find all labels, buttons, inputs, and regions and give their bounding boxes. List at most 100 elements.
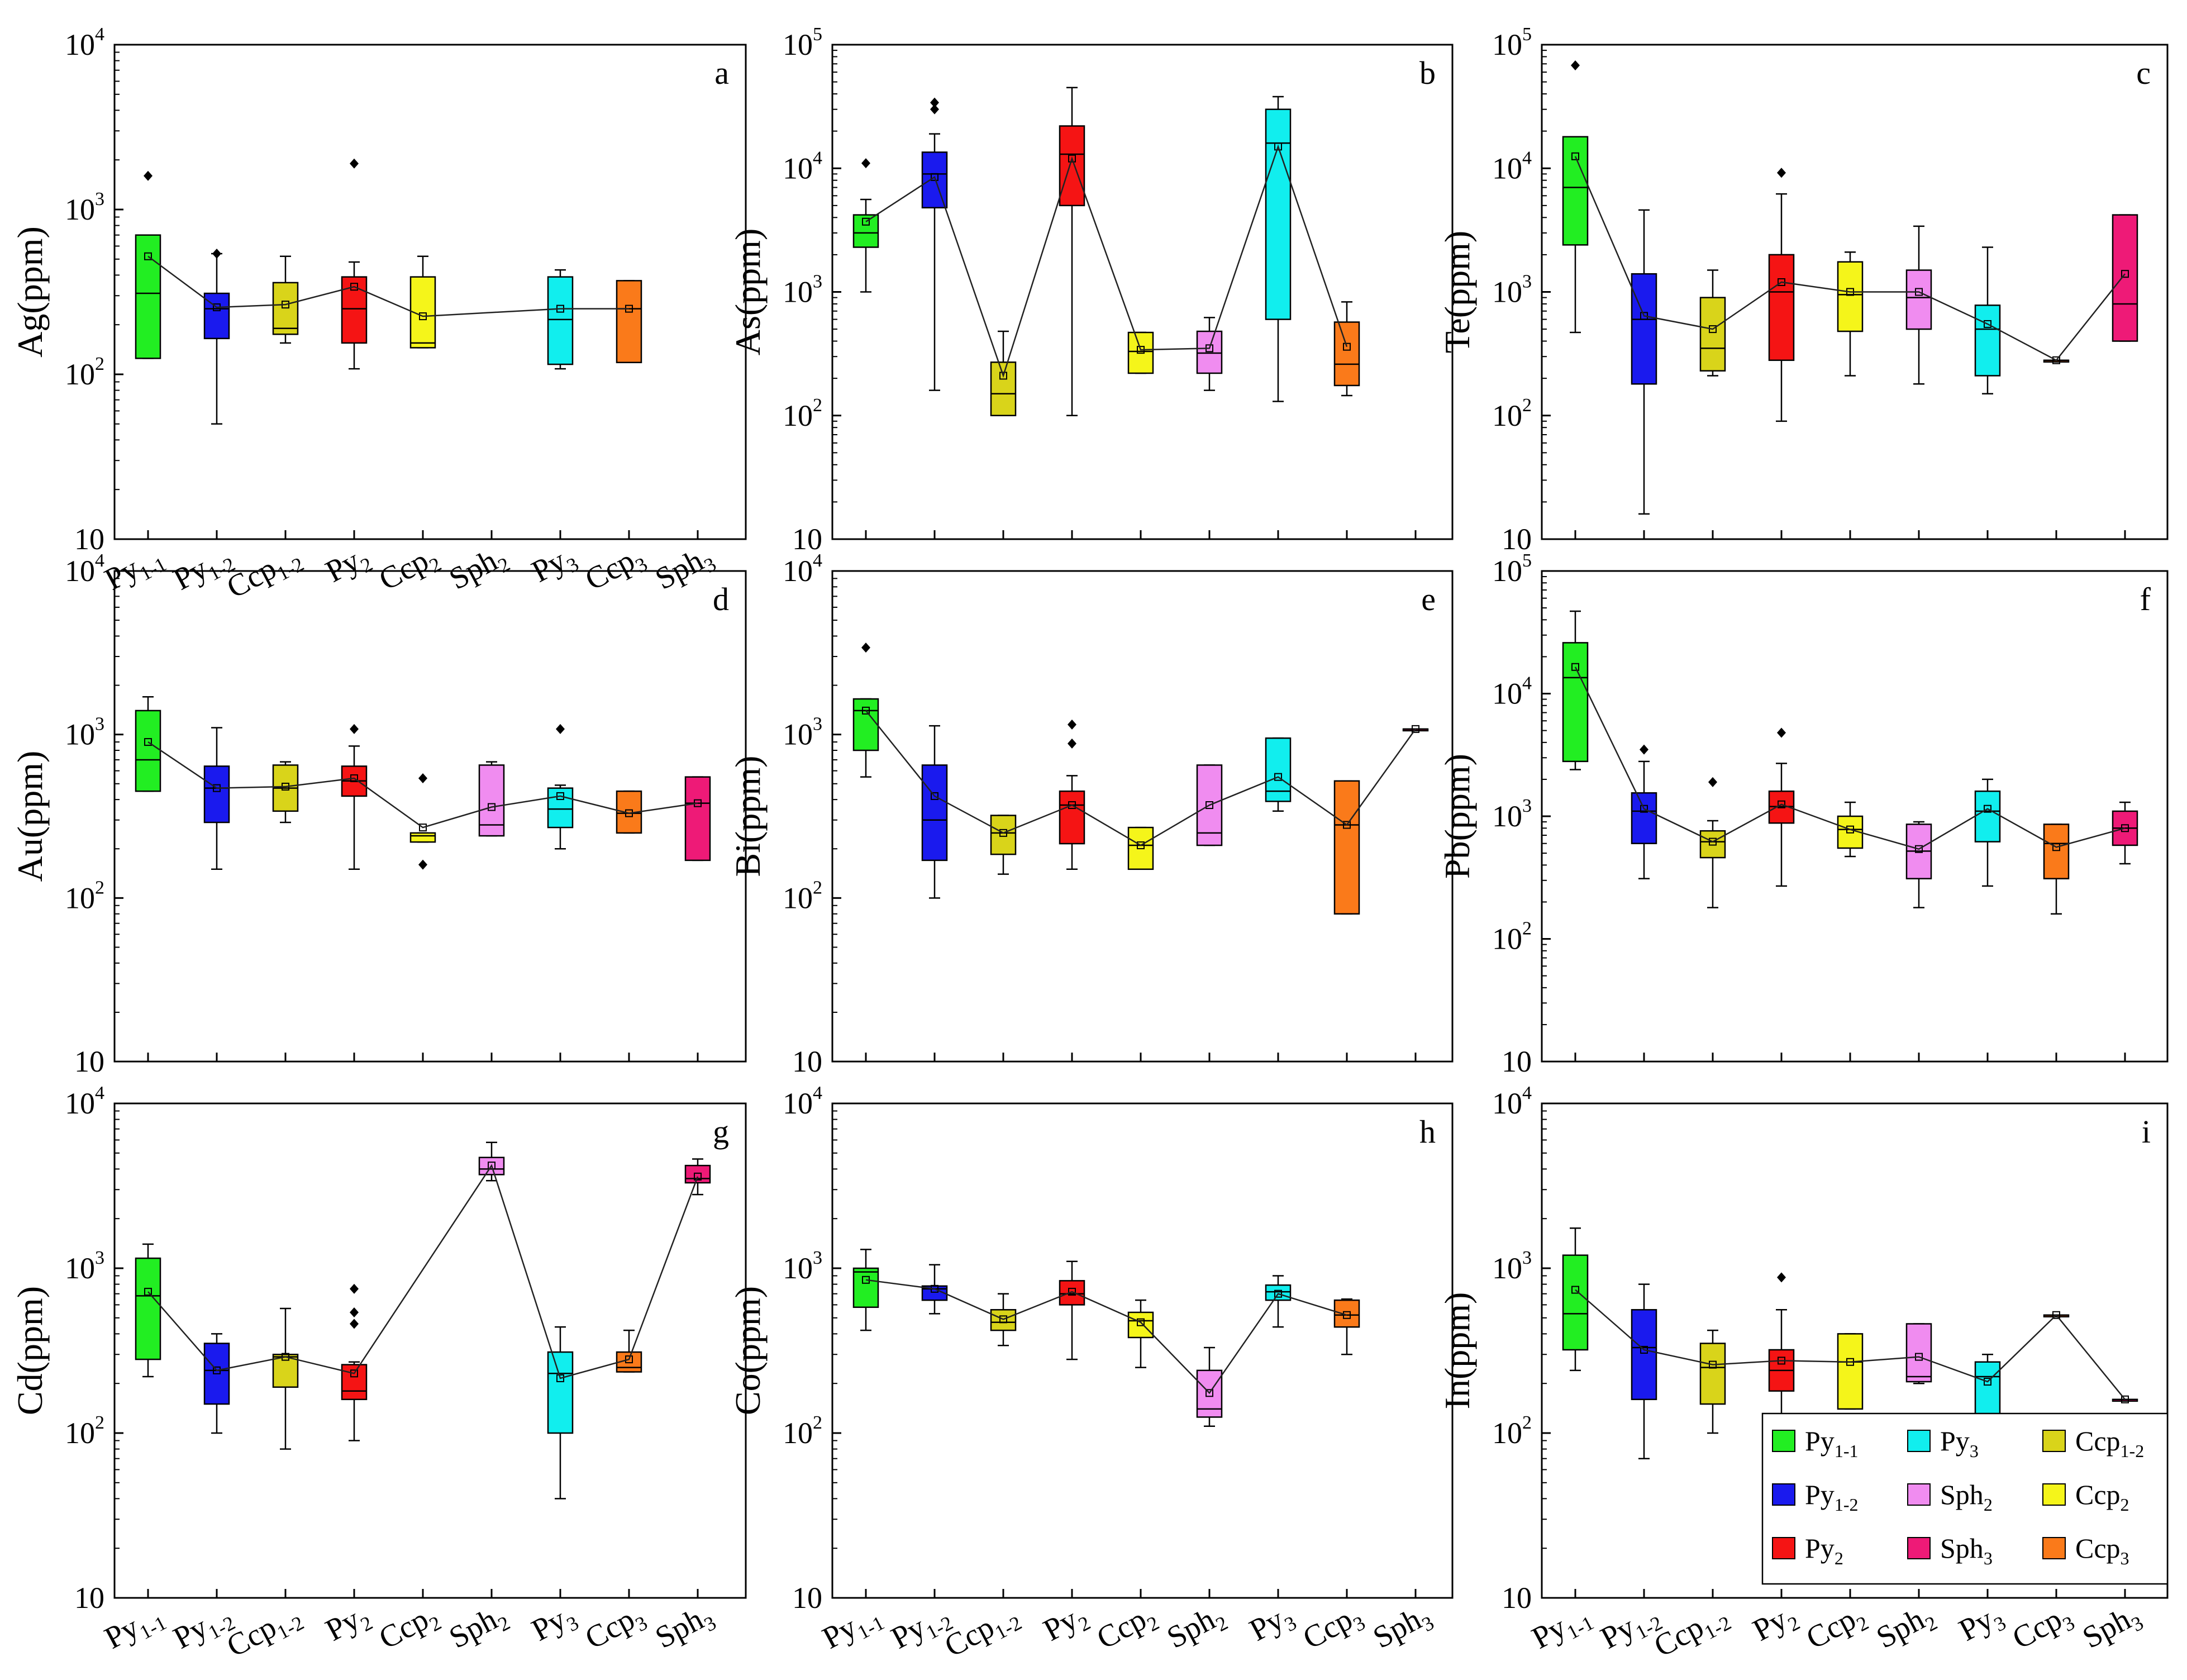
box-py3 xyxy=(1974,778,2001,887)
legend-entry-py11: Py1-1 xyxy=(1772,1425,1858,1461)
x-tick-label: Py2 xyxy=(320,539,377,593)
panel-letter: h xyxy=(1419,1113,1436,1150)
box-iqr xyxy=(341,276,368,344)
box-iqr xyxy=(852,698,879,751)
mean-marker xyxy=(1984,320,1991,328)
mean-trend-line xyxy=(147,741,698,829)
box-py12 xyxy=(921,725,948,899)
mean-marker xyxy=(862,217,870,226)
x-tick-label: Ccp2 xyxy=(1091,1597,1162,1660)
box-py12 xyxy=(1631,744,1657,879)
panel-b: 105 104 103 102 10 As(ppm) b xyxy=(728,24,1454,556)
legend-label: Py1-2 xyxy=(1805,1479,1858,1515)
mean-marker xyxy=(1571,152,1579,160)
y-tick-label: 103 xyxy=(783,272,822,309)
x-tick-label: Sph3 xyxy=(1368,1597,1437,1659)
mean-marker xyxy=(1640,1345,1648,1354)
outlier-point xyxy=(861,158,870,169)
mean-marker xyxy=(2121,824,2129,832)
legend-label: Ccp3 xyxy=(2075,1533,2129,1568)
box-ccp12 xyxy=(272,255,299,344)
box-iqr xyxy=(1905,1323,1932,1383)
y-tick-label: 102 xyxy=(1492,1412,1532,1450)
x-tick-label: Py1-1 xyxy=(817,1597,888,1659)
mean-marker xyxy=(625,1355,633,1364)
legend-swatch xyxy=(1772,1483,1795,1506)
plot-frame xyxy=(831,44,1454,540)
box-iqr xyxy=(203,765,230,824)
box-ccp12 xyxy=(1699,1329,1726,1434)
mean-trend-line xyxy=(865,1279,1347,1395)
box-py2 xyxy=(1059,87,1085,416)
mean-marker xyxy=(144,1288,152,1296)
box-py2 xyxy=(341,1283,368,1441)
box-sph2 xyxy=(1196,1346,1223,1427)
y-tick-label: 105 xyxy=(1492,550,1532,588)
mean-marker xyxy=(1984,805,1991,813)
y-axis-label: Pb(ppm) xyxy=(1437,754,1477,879)
y-tick-label: 105 xyxy=(783,24,822,61)
mean-trend-line xyxy=(147,255,629,317)
box-iqr xyxy=(1768,254,1795,361)
mean-marker xyxy=(1915,845,1923,853)
plot-frame xyxy=(113,570,747,1063)
panel-letter: f xyxy=(2140,581,2151,617)
y-tick-label: 103 xyxy=(65,1248,104,1285)
box-sph2 xyxy=(1905,225,1932,385)
x-tick-label: Py3 xyxy=(526,539,583,593)
outlier-point xyxy=(212,248,221,259)
x-tick-label: Ccp1-2 xyxy=(939,1597,1025,1668)
mean-marker xyxy=(350,1369,358,1378)
x-tick-label: Py1-1 xyxy=(99,1597,170,1659)
box-iqr xyxy=(135,234,161,359)
legend-swatch xyxy=(1772,1537,1795,1559)
box-iqr xyxy=(1699,297,1726,372)
box-py12 xyxy=(1631,1283,1657,1459)
box-ccp3 xyxy=(616,1329,642,1373)
outlier-point xyxy=(1708,777,1717,787)
box-iqr xyxy=(1974,304,2001,377)
legend-entry-py12: Py1-2 xyxy=(1772,1479,1858,1515)
box-iqr xyxy=(409,832,436,843)
box-iqr xyxy=(2043,824,2070,879)
box-iqr xyxy=(1059,125,1085,207)
plot-frame xyxy=(113,44,747,540)
x-tick-label: Ccp3 xyxy=(1297,1597,1369,1660)
box-sph2 xyxy=(1196,317,1223,391)
box-iqr xyxy=(1127,1311,1154,1339)
mean-marker xyxy=(1137,841,1145,850)
y-tick-label: 10 xyxy=(1502,1581,1532,1615)
legend-frame xyxy=(1761,1412,2169,1585)
box-iqr xyxy=(1631,1309,1657,1401)
mean-marker xyxy=(1640,805,1648,813)
box-sph2 xyxy=(1905,821,1932,908)
box-py12 xyxy=(1631,209,1657,515)
panel-c: 105 104 103 102 10 Te(ppm) c xyxy=(1437,24,2169,556)
box-py2 xyxy=(1059,719,1085,870)
legend-swatch xyxy=(1907,1483,1931,1506)
x-tick-label: Py2 xyxy=(1038,1597,1094,1652)
box-iqr xyxy=(547,787,574,829)
mean-marker xyxy=(1274,1289,1282,1298)
box-iqr xyxy=(1265,108,1292,320)
box-iqr xyxy=(684,776,711,862)
x-tick-label: Py3 xyxy=(1953,1597,2010,1652)
y-tick-label: 103 xyxy=(1492,1248,1532,1285)
mean-marker xyxy=(1068,801,1076,810)
mean-trend-line xyxy=(865,144,1348,378)
box-iqr xyxy=(1562,642,1589,763)
box-iqr xyxy=(852,214,879,248)
panel-letter: c xyxy=(2136,55,2151,91)
box-py3 xyxy=(547,269,574,370)
box-ccp12 xyxy=(1699,269,1726,377)
x-tick-label: Py1-2 xyxy=(168,539,239,601)
box-ccp12 xyxy=(272,761,299,824)
outlier-point xyxy=(1571,60,1580,71)
y-tick-label: 104 xyxy=(65,24,104,61)
box-py12 xyxy=(203,727,230,870)
y-tick-label: 104 xyxy=(783,550,822,588)
box-py11 xyxy=(135,696,161,792)
mean-marker xyxy=(1343,342,1351,351)
